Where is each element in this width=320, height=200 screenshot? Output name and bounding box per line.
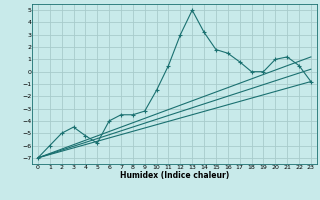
X-axis label: Humidex (Indice chaleur): Humidex (Indice chaleur) [120,171,229,180]
